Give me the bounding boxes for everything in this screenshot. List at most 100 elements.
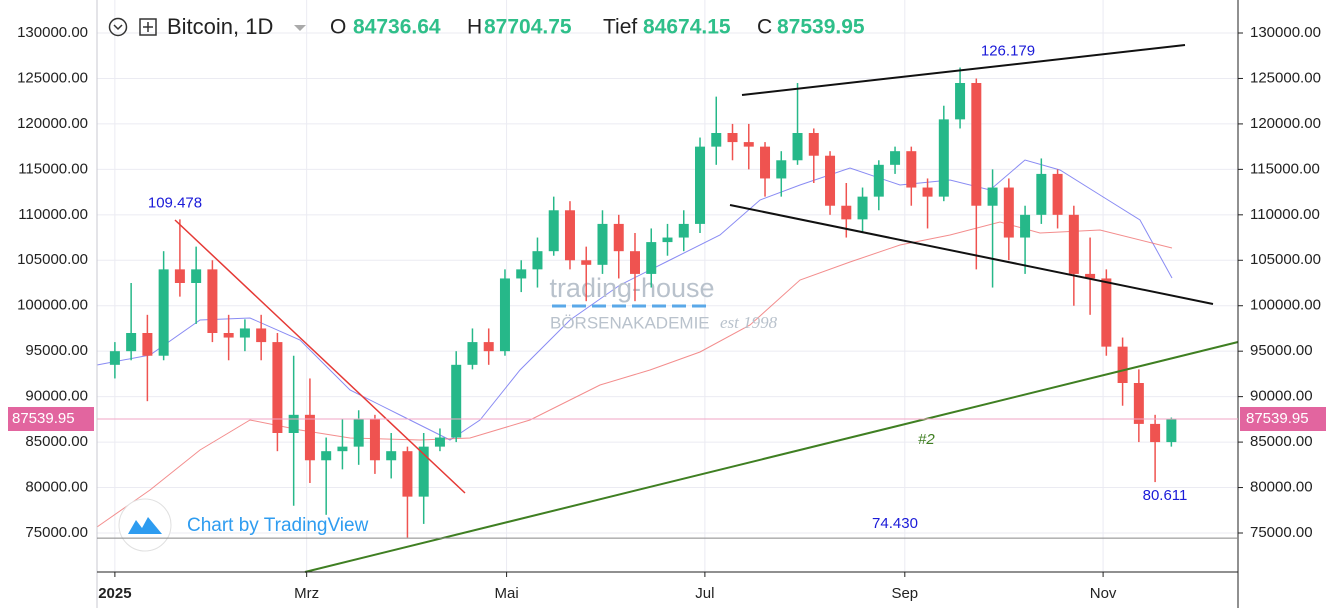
candle-body bbox=[1101, 278, 1112, 347]
candle-body bbox=[1052, 173, 1063, 215]
trendline bbox=[304, 341, 1239, 573]
y-tick-label: 105000.00 bbox=[17, 251, 88, 268]
candle-body bbox=[386, 451, 397, 461]
candle-body bbox=[174, 269, 185, 283]
price-annotation: 74.430 bbox=[872, 515, 918, 532]
candle-body bbox=[890, 151, 901, 165]
ma-fast bbox=[96, 159, 1173, 441]
candle-body bbox=[1085, 273, 1096, 279]
candle-body bbox=[743, 142, 754, 147]
trendline bbox=[729, 204, 1214, 305]
price-annotation: 126.179 bbox=[981, 43, 1035, 60]
candle-body bbox=[1020, 214, 1031, 238]
candle-body bbox=[581, 260, 592, 265]
candle-body bbox=[532, 251, 543, 270]
price-annotation: 109.478 bbox=[148, 195, 202, 212]
y-tick-label: 115000.00 bbox=[18, 160, 88, 177]
last-price-badge bbox=[1240, 407, 1326, 432]
candle-body bbox=[955, 83, 966, 120]
candle-body bbox=[629, 251, 640, 274]
candle-body bbox=[207, 269, 218, 333]
candle-body bbox=[304, 414, 315, 461]
candle-body bbox=[451, 364, 462, 438]
candle-body bbox=[564, 210, 575, 261]
ohlc-value: 87704.75 bbox=[484, 16, 572, 39]
candle-body bbox=[483, 342, 494, 352]
y-tick-label: 125000.00 bbox=[1250, 69, 1321, 86]
candle-body bbox=[727, 133, 738, 143]
y-tick-label: 125000.00 bbox=[17, 69, 88, 86]
candle-body bbox=[695, 146, 706, 224]
candle-body bbox=[548, 210, 559, 252]
ohlc-value: 87539.95 bbox=[777, 16, 865, 39]
candle-body bbox=[841, 205, 852, 220]
candle-body bbox=[223, 333, 234, 338]
price-annotation: 80.611 bbox=[1143, 487, 1188, 504]
y-tick-label: 130000.00 bbox=[1250, 24, 1321, 41]
candle-body bbox=[467, 342, 478, 365]
candle-body bbox=[126, 333, 137, 352]
candle-body bbox=[402, 451, 413, 497]
candle-body bbox=[678, 223, 689, 238]
y-tick-label: 115000.00 bbox=[1250, 160, 1320, 177]
candle-body bbox=[142, 333, 153, 356]
symbol-dropdown[interactable] bbox=[294, 25, 306, 31]
x-tick-label: Jul bbox=[695, 585, 714, 602]
candle-body bbox=[922, 187, 933, 197]
ohlc-key: Tief bbox=[603, 16, 637, 39]
y-tick-label: 85000.00 bbox=[1250, 433, 1313, 450]
candle-body bbox=[597, 223, 608, 265]
ohlc-key: H bbox=[467, 16, 482, 39]
y-tick-label: 90000.00 bbox=[1250, 388, 1313, 405]
candle-body bbox=[1003, 187, 1014, 238]
candle-body bbox=[938, 119, 949, 197]
candle-body bbox=[353, 419, 364, 447]
credit[interactable]: Chart by TradingView bbox=[187, 515, 369, 536]
watermark-sub: BÖRSENAKADEMIE bbox=[550, 313, 710, 332]
candle-body bbox=[158, 269, 169, 356]
candle-body bbox=[1068, 214, 1079, 274]
symbol[interactable]: Bitcoin, 1D bbox=[167, 14, 273, 39]
candle-body bbox=[987, 187, 998, 206]
candle-body bbox=[1166, 419, 1177, 443]
x-tick-label: Sep bbox=[891, 585, 918, 602]
x-tick-label: Mai bbox=[495, 585, 519, 602]
candle-body bbox=[337, 446, 348, 452]
x-tick-label: 2025 bbox=[98, 585, 131, 602]
ohlc-key: O bbox=[330, 16, 346, 39]
candle-body bbox=[857, 196, 868, 220]
trendline bbox=[741, 44, 1186, 96]
candle-body bbox=[418, 446, 429, 497]
candle-body bbox=[825, 155, 836, 206]
candle-body bbox=[906, 151, 917, 188]
candles bbox=[109, 67, 1177, 538]
y-tick-label: 120000.00 bbox=[17, 115, 88, 132]
candle-body bbox=[1150, 423, 1161, 443]
candle-body bbox=[808, 133, 819, 156]
y-tick-label: 80000.00 bbox=[1250, 479, 1313, 496]
candle-body bbox=[256, 328, 267, 343]
ohlc-value: 84736.64 bbox=[353, 16, 441, 39]
candle-body bbox=[1036, 173, 1047, 215]
candle-body bbox=[369, 419, 380, 461]
trendline-label: #2 bbox=[918, 431, 935, 448]
candle-body bbox=[971, 83, 982, 206]
watermark-est: est 1998 bbox=[720, 313, 778, 332]
candle-body bbox=[239, 328, 250, 338]
ohlc: O 84736.64 H 87704.75 Tief 84674.15 C 87539.95 bbox=[330, 16, 865, 39]
candle-body bbox=[109, 351, 120, 365]
y-tick-label: 80000.00 bbox=[25, 479, 88, 496]
collapse-icon[interactable] bbox=[108, 17, 128, 37]
y-tick-label: 75000.00 bbox=[1250, 524, 1313, 541]
ma-slow bbox=[96, 221, 1173, 528]
add-icon[interactable] bbox=[139, 18, 157, 36]
ohlc-value: 84674.15 bbox=[643, 16, 731, 39]
candle-body bbox=[613, 223, 624, 252]
candle-body bbox=[1117, 346, 1128, 383]
y-tick-label: 85000.00 bbox=[25, 433, 88, 450]
x-tick-label: Mrz bbox=[294, 585, 319, 602]
candle-body bbox=[321, 451, 332, 461]
watermark-brand: trading-house bbox=[549, 273, 714, 303]
candle-body bbox=[776, 160, 787, 179]
